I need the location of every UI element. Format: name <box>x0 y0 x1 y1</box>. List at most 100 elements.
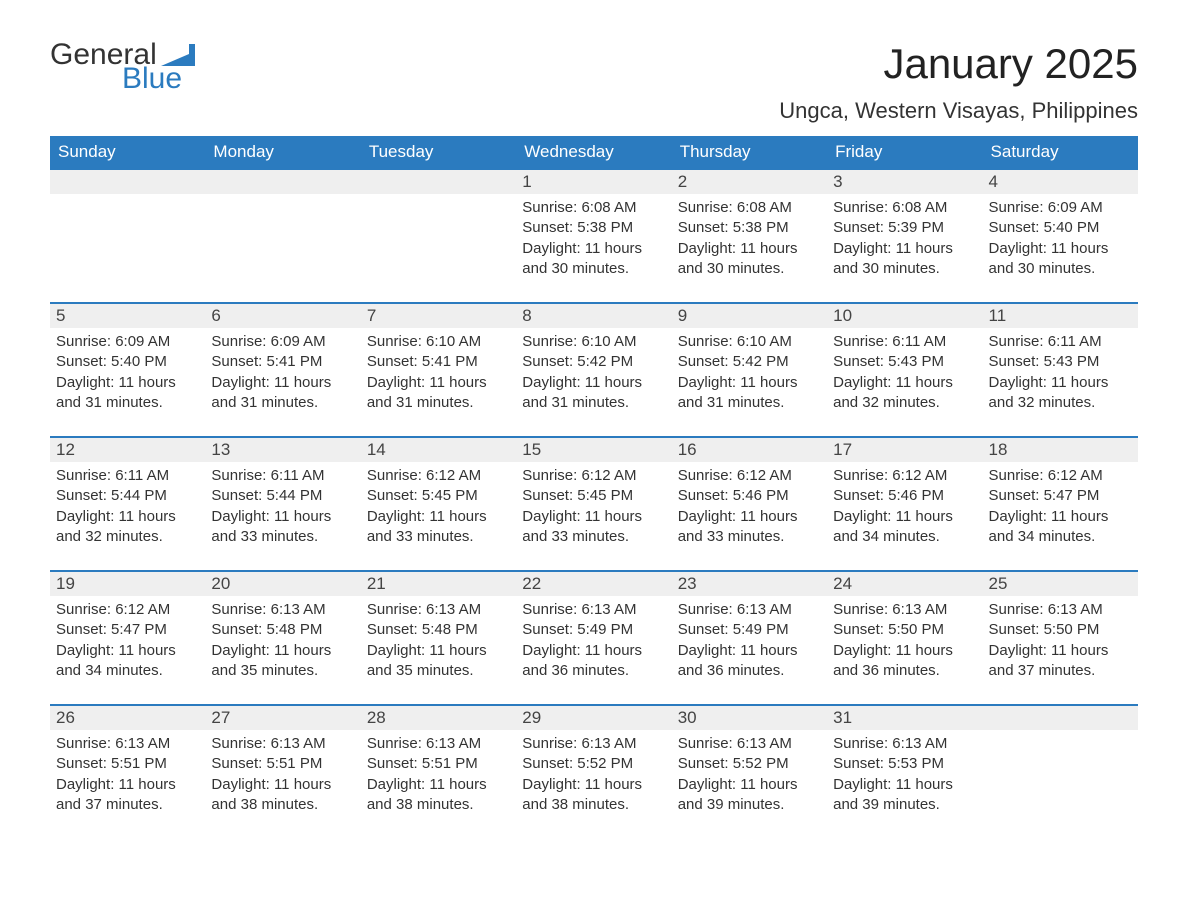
calendar-day-cell: 28Sunrise: 6:13 AMSunset: 5:51 PMDayligh… <box>361 704 516 838</box>
location-subtitle: Ungca, Western Visayas, Philippines <box>779 98 1138 124</box>
day-number: 22 <box>516 570 671 596</box>
calendar-day-cell: 18Sunrise: 6:12 AMSunset: 5:47 PMDayligh… <box>983 436 1138 570</box>
day-number: 20 <box>205 570 360 596</box>
day-number: 15 <box>516 436 671 462</box>
day-number: 17 <box>827 436 982 462</box>
sunrise-line: Sunrise: 6:13 AM <box>522 734 665 754</box>
weekday-header: Tuesday <box>361 136 516 168</box>
sunrise-line: Sunrise: 6:13 AM <box>833 734 976 754</box>
sunset-line: Sunset: 5:43 PM <box>833 352 976 372</box>
calendar-week-row: 12Sunrise: 6:11 AMSunset: 5:44 PMDayligh… <box>50 436 1138 570</box>
sunset-line: Sunset: 5:51 PM <box>367 754 510 774</box>
calendar-day-cell: 6Sunrise: 6:09 AMSunset: 5:41 PMDaylight… <box>205 302 360 436</box>
day-details: Sunrise: 6:12 AMSunset: 5:46 PMDaylight:… <box>672 462 827 553</box>
daylight-line: Daylight: 11 hours and 39 minutes. <box>833 775 976 816</box>
calendar-day-cell: 17Sunrise: 6:12 AMSunset: 5:46 PMDayligh… <box>827 436 982 570</box>
sunset-line: Sunset: 5:49 PM <box>678 620 821 640</box>
daylight-line: Daylight: 11 hours and 30 minutes. <box>522 239 665 280</box>
calendar-week-row: 19Sunrise: 6:12 AMSunset: 5:47 PMDayligh… <box>50 570 1138 704</box>
calendar-day-cell: 23Sunrise: 6:13 AMSunset: 5:49 PMDayligh… <box>672 570 827 704</box>
day-number: 4 <box>983 168 1138 194</box>
weekday-header: Thursday <box>672 136 827 168</box>
day-number: 14 <box>361 436 516 462</box>
sunset-line: Sunset: 5:47 PM <box>56 620 199 640</box>
sunset-line: Sunset: 5:48 PM <box>211 620 354 640</box>
sunrise-line: Sunrise: 6:13 AM <box>678 734 821 754</box>
day-details: Sunrise: 6:13 AMSunset: 5:48 PMDaylight:… <box>205 596 360 687</box>
day-number <box>205 168 360 194</box>
calendar-day-cell: 14Sunrise: 6:12 AMSunset: 5:45 PMDayligh… <box>361 436 516 570</box>
daylight-line: Daylight: 11 hours and 38 minutes. <box>367 775 510 816</box>
daylight-line: Daylight: 11 hours and 32 minutes. <box>833 373 976 414</box>
day-number: 23 <box>672 570 827 596</box>
calendar-day-cell: 10Sunrise: 6:11 AMSunset: 5:43 PMDayligh… <box>827 302 982 436</box>
day-number: 25 <box>983 570 1138 596</box>
weekday-header: Saturday <box>983 136 1138 168</box>
calendar-day-cell: 27Sunrise: 6:13 AMSunset: 5:51 PMDayligh… <box>205 704 360 838</box>
daylight-line: Daylight: 11 hours and 31 minutes. <box>56 373 199 414</box>
daylight-line: Daylight: 11 hours and 33 minutes. <box>678 507 821 548</box>
daylight-line: Daylight: 11 hours and 37 minutes. <box>56 775 199 816</box>
daylight-line: Daylight: 11 hours and 34 minutes. <box>56 641 199 682</box>
calendar-day-cell: 29Sunrise: 6:13 AMSunset: 5:52 PMDayligh… <box>516 704 671 838</box>
sunset-line: Sunset: 5:38 PM <box>522 218 665 238</box>
sunrise-line: Sunrise: 6:09 AM <box>211 332 354 352</box>
weekday-header: Friday <box>827 136 982 168</box>
daylight-line: Daylight: 11 hours and 34 minutes. <box>833 507 976 548</box>
day-details: Sunrise: 6:12 AMSunset: 5:45 PMDaylight:… <box>516 462 671 553</box>
day-number: 2 <box>672 168 827 194</box>
daylight-line: Daylight: 11 hours and 31 minutes. <box>211 373 354 414</box>
day-details: Sunrise: 6:13 AMSunset: 5:48 PMDaylight:… <box>361 596 516 687</box>
calendar-day-cell: 4Sunrise: 6:09 AMSunset: 5:40 PMDaylight… <box>983 168 1138 302</box>
sunset-line: Sunset: 5:44 PM <box>56 486 199 506</box>
sunset-line: Sunset: 5:41 PM <box>211 352 354 372</box>
sunset-line: Sunset: 5:41 PM <box>367 352 510 372</box>
sunset-line: Sunset: 5:39 PM <box>833 218 976 238</box>
sunrise-line: Sunrise: 6:13 AM <box>367 600 510 620</box>
day-details: Sunrise: 6:13 AMSunset: 5:51 PMDaylight:… <box>361 730 516 821</box>
calendar-week-row: 5Sunrise: 6:09 AMSunset: 5:40 PMDaylight… <box>50 302 1138 436</box>
sunset-line: Sunset: 5:45 PM <box>522 486 665 506</box>
sunrise-line: Sunrise: 6:10 AM <box>522 332 665 352</box>
day-number: 12 <box>50 436 205 462</box>
day-details: Sunrise: 6:09 AMSunset: 5:40 PMDaylight:… <box>983 194 1138 285</box>
day-details: Sunrise: 6:13 AMSunset: 5:52 PMDaylight:… <box>672 730 827 821</box>
sunset-line: Sunset: 5:50 PM <box>989 620 1132 640</box>
daylight-line: Daylight: 11 hours and 37 minutes. <box>989 641 1132 682</box>
calendar-day-cell: 13Sunrise: 6:11 AMSunset: 5:44 PMDayligh… <box>205 436 360 570</box>
sunrise-line: Sunrise: 6:10 AM <box>367 332 510 352</box>
calendar-day-cell: 24Sunrise: 6:13 AMSunset: 5:50 PMDayligh… <box>827 570 982 704</box>
daylight-line: Daylight: 11 hours and 31 minutes. <box>678 373 821 414</box>
day-number: 8 <box>516 302 671 328</box>
calendar-day-cell: 9Sunrise: 6:10 AMSunset: 5:42 PMDaylight… <box>672 302 827 436</box>
sunset-line: Sunset: 5:47 PM <box>989 486 1132 506</box>
calendar-day-cell: 15Sunrise: 6:12 AMSunset: 5:45 PMDayligh… <box>516 436 671 570</box>
daylight-line: Daylight: 11 hours and 30 minutes. <box>989 239 1132 280</box>
title-block: January 2025 Ungca, Western Visayas, Phi… <box>779 40 1138 124</box>
day-details: Sunrise: 6:11 AMSunset: 5:43 PMDaylight:… <box>827 328 982 419</box>
daylight-line: Daylight: 11 hours and 32 minutes. <box>989 373 1132 414</box>
daylight-line: Daylight: 11 hours and 36 minutes. <box>833 641 976 682</box>
sunrise-line: Sunrise: 6:10 AM <box>678 332 821 352</box>
sunset-line: Sunset: 5:53 PM <box>833 754 976 774</box>
daylight-line: Daylight: 11 hours and 33 minutes. <box>522 507 665 548</box>
daylight-line: Daylight: 11 hours and 31 minutes. <box>367 373 510 414</box>
day-details: Sunrise: 6:08 AMSunset: 5:38 PMDaylight:… <box>516 194 671 285</box>
calendar-day-cell: 22Sunrise: 6:13 AMSunset: 5:49 PMDayligh… <box>516 570 671 704</box>
day-details: Sunrise: 6:13 AMSunset: 5:49 PMDaylight:… <box>672 596 827 687</box>
day-number: 27 <box>205 704 360 730</box>
sunset-line: Sunset: 5:46 PM <box>678 486 821 506</box>
calendar-day-cell: 2Sunrise: 6:08 AMSunset: 5:38 PMDaylight… <box>672 168 827 302</box>
calendar-table: SundayMondayTuesdayWednesdayThursdayFrid… <box>50 136 1138 838</box>
day-number: 30 <box>672 704 827 730</box>
day-details: Sunrise: 6:09 AMSunset: 5:40 PMDaylight:… <box>50 328 205 419</box>
daylight-line: Daylight: 11 hours and 32 minutes. <box>56 507 199 548</box>
day-number: 19 <box>50 570 205 596</box>
calendar-week-row: 26Sunrise: 6:13 AMSunset: 5:51 PMDayligh… <box>50 704 1138 838</box>
sunrise-line: Sunrise: 6:13 AM <box>989 600 1132 620</box>
day-number: 13 <box>205 436 360 462</box>
day-details: Sunrise: 6:13 AMSunset: 5:49 PMDaylight:… <box>516 596 671 687</box>
day-details: Sunrise: 6:13 AMSunset: 5:52 PMDaylight:… <box>516 730 671 821</box>
day-number: 3 <box>827 168 982 194</box>
sunrise-line: Sunrise: 6:13 AM <box>211 600 354 620</box>
